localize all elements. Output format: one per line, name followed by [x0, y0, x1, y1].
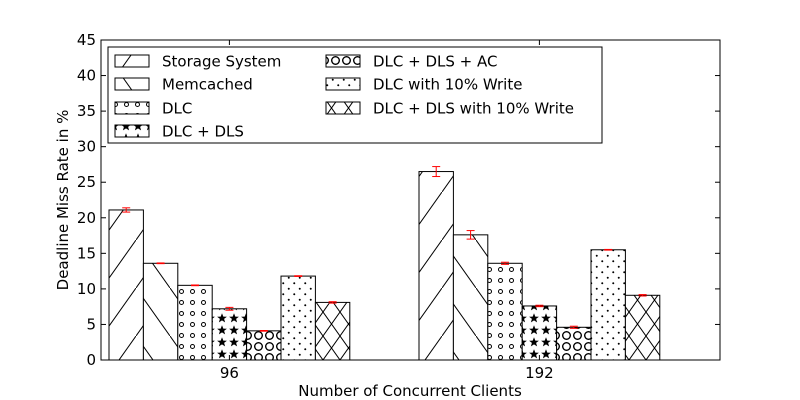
- legend: Storage System Memcached DLC DLC + DLS DLC +…: [107, 46, 603, 144]
- bar: [487, 262, 523, 361]
- y-tick-label: 45: [77, 31, 96, 49]
- legend-label: DLC: [162, 100, 192, 118]
- y-tick-label: 10: [77, 280, 96, 298]
- bar: [246, 330, 282, 361]
- y-tick-label: 30: [77, 138, 96, 156]
- y-tick-label: 40: [77, 67, 96, 85]
- legend-label: DLC + DLS: [162, 123, 244, 141]
- bar: [211, 308, 248, 361]
- y-axis-title: Deadline Miss Rate in %: [54, 110, 72, 291]
- bar: [108, 209, 144, 361]
- legend-swatch: [114, 77, 150, 91]
- y-tick-label: 15: [77, 244, 96, 262]
- legend-swatch: [114, 124, 150, 138]
- legend-swatch: [325, 101, 361, 115]
- bar: [418, 171, 454, 361]
- legend-swatch: [114, 101, 150, 115]
- bar: [521, 305, 558, 361]
- legend-swatch: [114, 54, 150, 68]
- bars-layer: [108, 171, 661, 361]
- bar: [280, 275, 316, 361]
- bar: [142, 262, 179, 361]
- y-tick-label: 5: [86, 315, 96, 333]
- bar: [452, 234, 489, 361]
- legend-label: DLC + DLS + AC: [373, 53, 498, 71]
- legend-label: DLC with 10% Write: [373, 76, 522, 94]
- plot-frame: [100, 39, 721, 361]
- legend-label: Memcached: [162, 76, 253, 94]
- x-tick-label: 96: [220, 364, 239, 382]
- y-tick-label: 20: [77, 209, 96, 227]
- bar: [556, 326, 592, 361]
- y-tick-label: 25: [77, 173, 96, 191]
- axes-layer: 0 5 10 15 20 25 30 35 40 45 96 192: [77, 31, 721, 382]
- legend-swatch: [325, 54, 361, 68]
- bar: [590, 249, 626, 361]
- bar: [177, 284, 213, 361]
- x-axis-title: Number of Concurrent Clients: [298, 382, 522, 400]
- legend-swatch: [325, 77, 361, 91]
- y-tick-label: 35: [77, 102, 96, 120]
- legend-label: Storage System: [162, 53, 281, 71]
- y-tick-label: 0: [86, 351, 96, 369]
- legend-label: DLC + DLS with 10% Write: [373, 100, 574, 118]
- error-bars-layer: [122, 166, 647, 332]
- bar: [314, 301, 351, 361]
- x-tick-label: 192: [525, 364, 554, 382]
- bar: [624, 294, 661, 361]
